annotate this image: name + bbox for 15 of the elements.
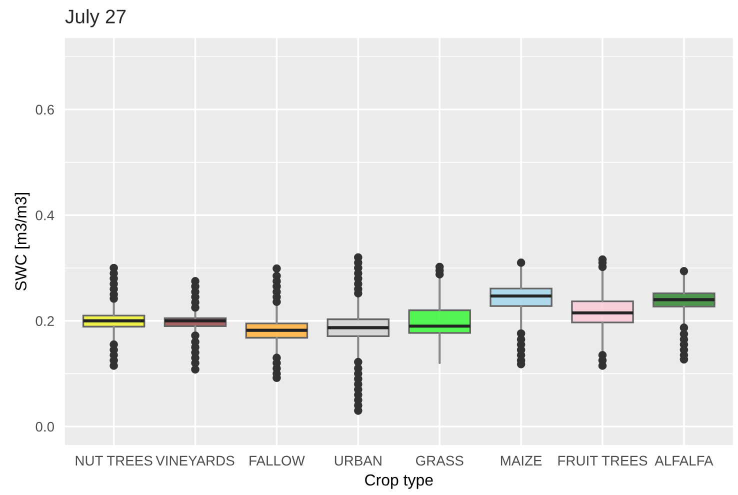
x-tick-label: FRUIT TREES	[558, 456, 648, 466]
x-tick-label: GRASS	[416, 456, 464, 466]
x-tick-label: MAIZE	[500, 456, 542, 466]
x-tick-label: NUT TREES	[76, 456, 152, 466]
x-axis-title: Crop type	[365, 474, 433, 489]
x-tick-label: FALLOW	[250, 456, 305, 466]
chart-title: July 27	[65, 9, 126, 28]
y-tick-label: 0.6	[36, 104, 54, 115]
y-tick-label: 0.2	[36, 316, 54, 326]
x-tick-label: ALFALFA	[654, 456, 714, 466]
y-tick-label: 0.4	[36, 210, 54, 220]
x-tick-label: VINEYARDS	[156, 456, 234, 466]
y-tick-label: 0.0	[36, 422, 54, 432]
y-axis-title: SWC [m3/m3]	[14, 193, 30, 291]
x-tick-label: URBAN	[334, 456, 382, 466]
